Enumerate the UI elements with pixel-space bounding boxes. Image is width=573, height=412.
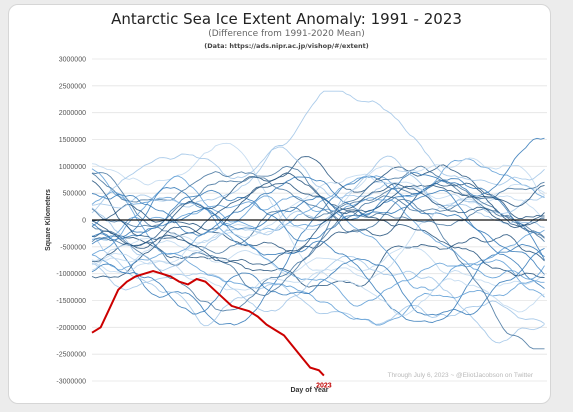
historical-series-line: [91, 187, 545, 323]
historical-series-line: [91, 137, 545, 236]
historical-series-line: [91, 183, 545, 266]
historical-series-line: [91, 146, 545, 214]
y-tick-label: 2000000: [59, 110, 86, 117]
y-tick-label: 500000: [63, 191, 86, 198]
historical-series-line: [91, 158, 545, 256]
y-tick-label: -3000000: [56, 379, 86, 386]
historical-series-line: [91, 189, 545, 275]
y-tick-label: -2500000: [56, 352, 86, 359]
historical-series-line: [91, 195, 545, 298]
historical-series-line: [91, 176, 545, 350]
y-tick-label: -500000: [60, 244, 86, 251]
historical-series-line: [91, 180, 545, 240]
historical-series-line: [91, 208, 545, 312]
historical-series-line: [91, 142, 545, 280]
y-tick-label: 1500000: [59, 137, 86, 144]
y-tick-label: 3000000: [59, 57, 86, 64]
historical-series-line: [91, 90, 545, 209]
historical-series-line: [91, 252, 545, 316]
x-axis-title: Day of Year: [290, 387, 328, 394]
chart-title: Antarctic Sea Ice Extent Anomaly: 1991 -…: [111, 10, 462, 28]
y-tick-label: 2500000: [59, 83, 86, 90]
historical-series-line: [91, 173, 545, 274]
chart-subtitle: (Difference from 1991-2020 Mean): [208, 29, 365, 39]
y-tick-label: -1500000: [56, 298, 86, 305]
historical-series-line: [91, 240, 545, 287]
credit-text: Through July 6, 2023 ~ @EliotJacobson on…: [388, 372, 534, 379]
historical-series-line: [91, 155, 545, 271]
historical-series-line: [91, 247, 545, 316]
historical-series-line: [91, 220, 545, 288]
historical-series-line: [91, 182, 545, 279]
y-tick-label: 0: [82, 218, 86, 225]
historical-series-line: [91, 178, 545, 261]
chart-source-note: (Data: https://ads.nipr.ac.jp/vishop/#/e…: [204, 42, 369, 50]
y-tick-label: -1000000: [56, 271, 86, 278]
y-tick-label: -2000000: [56, 325, 86, 332]
y-tick-label: 1000000: [59, 164, 86, 171]
y-axis-title: Square Kilometers: [45, 189, 52, 251]
series-2023-label: 2023: [316, 383, 332, 390]
historical-series-line: [91, 195, 545, 280]
series-2023-line: [91, 269, 325, 377]
historical-series-line: [91, 175, 545, 326]
historical-series-line: [91, 235, 545, 327]
historical-series-line: [91, 165, 545, 296]
historical-series-line: [91, 191, 545, 307]
